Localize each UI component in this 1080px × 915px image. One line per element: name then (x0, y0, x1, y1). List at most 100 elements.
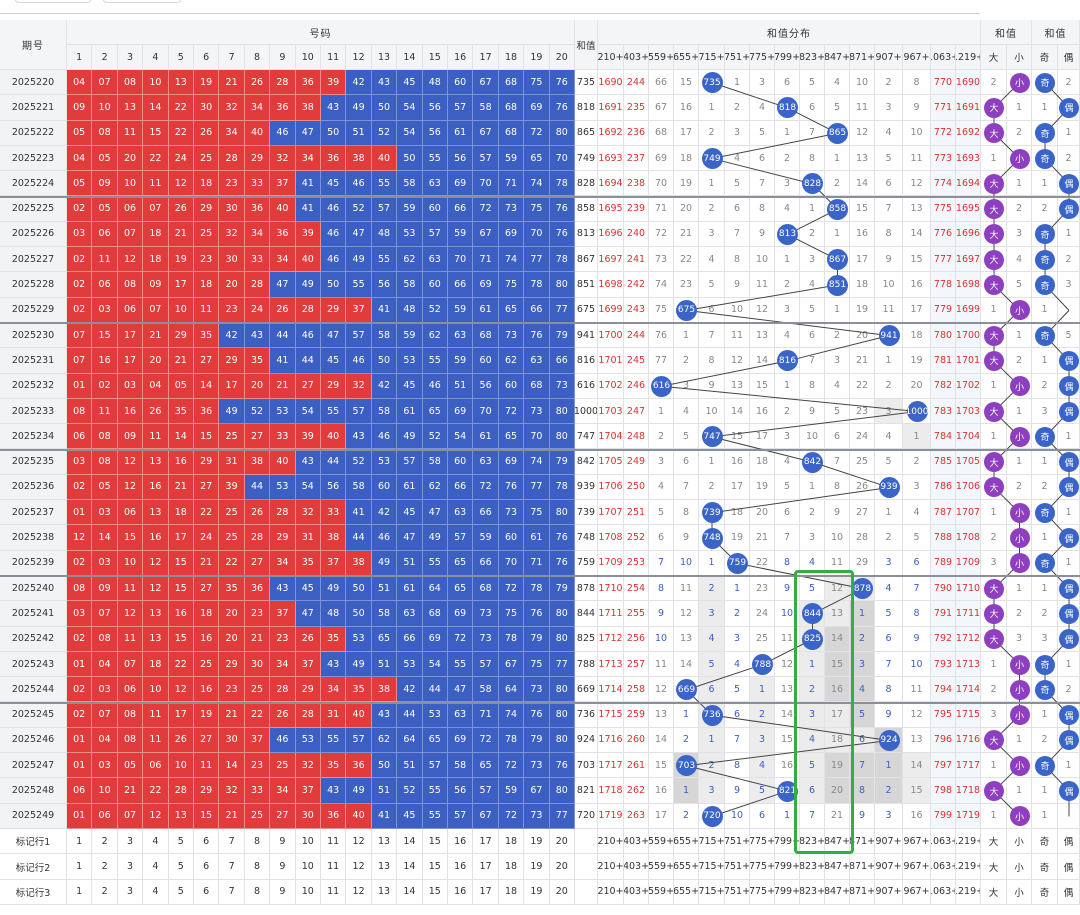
parity-odd-cell: 2 (1032, 474, 1058, 501)
number-cell: 44 (397, 702, 423, 728)
distribution-cell: 791 (931, 601, 956, 627)
header-bin: 715+ (699, 45, 725, 70)
number-cell: 15 (194, 803, 220, 829)
distribution-cell: 11 (903, 145, 931, 172)
period-cell[interactable]: 2025234 (0, 424, 67, 450)
distribution-cell: 4 (903, 500, 931, 526)
period-cell[interactable]: 2025241 (0, 601, 67, 627)
period-cell[interactable]: 2025224 (0, 171, 67, 197)
number-cell: 16 (168, 449, 194, 475)
number-cell: 32 (270, 145, 296, 172)
distribution-cell: 254 (624, 576, 649, 602)
number-cell: 70 (524, 221, 550, 248)
number-cell: 73 (473, 601, 499, 627)
distribution-cell: 8 (875, 221, 903, 248)
toolbar-button-1[interactable] (14, 0, 92, 3)
period-cell[interactable]: 2025249 (0, 803, 67, 829)
footer-bin: 1219+ (956, 829, 981, 855)
number-cell: 07 (143, 297, 169, 323)
period-cell[interactable]: 2025248 (0, 778, 67, 804)
period-cell[interactable]: 2025236 (0, 474, 67, 501)
number-cell: 21 (117, 778, 144, 804)
distribution-cell: 9 (825, 500, 850, 526)
parity-odd-cell: 1 (1032, 348, 1058, 374)
parity-even-cell: 1 (1058, 753, 1080, 779)
footer-number-col: 7 (219, 829, 245, 855)
distribution-cell: 72 (649, 221, 674, 248)
period-cell[interactable]: 2025225 (0, 196, 67, 222)
parity-marker: 奇 (1035, 502, 1055, 523)
number-cell: 37 (270, 601, 296, 627)
distribution-cell: 1704 (956, 424, 981, 450)
period-cell[interactable]: 2025242 (0, 626, 67, 652)
distribution-cell: 15 (903, 778, 931, 804)
period-cell[interactable]: 2025230 (0, 323, 67, 349)
size-big-cell: 1 (981, 297, 1007, 323)
distribution-cell: 1 (775, 120, 800, 146)
period-cell[interactable]: 2025232 (0, 373, 67, 399)
period-cell[interactable]: 2025229 (0, 297, 67, 323)
distribution-cell: 10 (850, 70, 875, 96)
distribution-cell: 13 (775, 677, 800, 703)
number-cell: 17 (117, 323, 144, 349)
distribution-cell: 257 (624, 651, 649, 678)
period-cell[interactable]: 2025227 (0, 247, 67, 273)
size-marker: 大 (984, 781, 1004, 802)
period-cell[interactable]: 2025231 (0, 348, 67, 374)
number-cell: 03 (92, 500, 118, 526)
footer-odd: 奇 (1032, 854, 1058, 880)
period-cell[interactable]: 2025237 (0, 500, 67, 526)
size-small-cell: 2 (1007, 120, 1032, 146)
parity-even-cell: 1 (1058, 651, 1080, 678)
distribution-cell: 7 (800, 120, 825, 146)
size-marker: 小 (1009, 705, 1030, 726)
distribution-cell: 4 (674, 398, 699, 425)
period-cell[interactable]: 2025238 (0, 525, 67, 551)
period-cell[interactable]: 2025239 (0, 550, 67, 576)
number-cell: 74 (524, 171, 550, 197)
period-cell[interactable]: 2025226 (0, 221, 67, 248)
number-cell: 32 (346, 373, 372, 399)
period-cell[interactable]: 2025233 (0, 398, 67, 425)
distribution-cell: 253 (624, 550, 649, 576)
period-cell[interactable]: 2025247 (0, 753, 67, 779)
distribution-cell: 10 (825, 525, 850, 551)
distribution-cell: 783 (931, 398, 956, 425)
number-cell: 70 (473, 171, 499, 197)
number-cell: 77 (549, 297, 575, 323)
period-cell[interactable]: 2025223 (0, 145, 67, 172)
period-cell[interactable]: 2025235 (0, 449, 67, 475)
period-cell[interactable]: 2025220 (0, 70, 67, 96)
distribution-cell: 3 (875, 95, 903, 121)
distribution-cell: 6 (725, 196, 750, 222)
distribution-cell: 248 (624, 424, 649, 450)
number-cell: 29 (194, 196, 220, 222)
period-cell[interactable]: 2025222 (0, 120, 67, 146)
period-cell[interactable]: 2025228 (0, 272, 67, 298)
number-cell: 79 (549, 576, 575, 602)
number-cell: 11 (143, 424, 169, 450)
distribution-cell: 77 (649, 348, 674, 374)
number-cell: 12 (117, 449, 144, 475)
footer-bin: 907+ (875, 829, 903, 855)
number-cell: 67 (473, 221, 499, 248)
period-cell[interactable]: 2025240 (0, 576, 67, 602)
parity-even-cell: 1 (1058, 221, 1080, 248)
distribution-cell: 1 (800, 474, 825, 501)
distribution-cell: 10 (699, 398, 725, 425)
period-cell[interactable]: 2025243 (0, 651, 67, 678)
number-cell: 42 (371, 500, 398, 526)
toolbar-button-2[interactable] (102, 0, 182, 3)
period-cell[interactable]: 2025244 (0, 677, 67, 703)
period-cell[interactable]: 2025246 (0, 727, 67, 754)
number-cell: 21 (219, 803, 245, 829)
period-cell[interactable]: 2025221 (0, 95, 67, 121)
number-cell: 30 (219, 247, 245, 273)
period-cell[interactable]: 2025245 (0, 702, 67, 728)
number-cell: 07 (117, 803, 144, 829)
sum-marker: 1000 (906, 401, 928, 423)
size-marker: 大 (984, 452, 1004, 473)
number-cell: 03 (67, 601, 93, 627)
number-cell: 70 (498, 550, 525, 576)
footer-number-col: 17 (473, 829, 499, 855)
